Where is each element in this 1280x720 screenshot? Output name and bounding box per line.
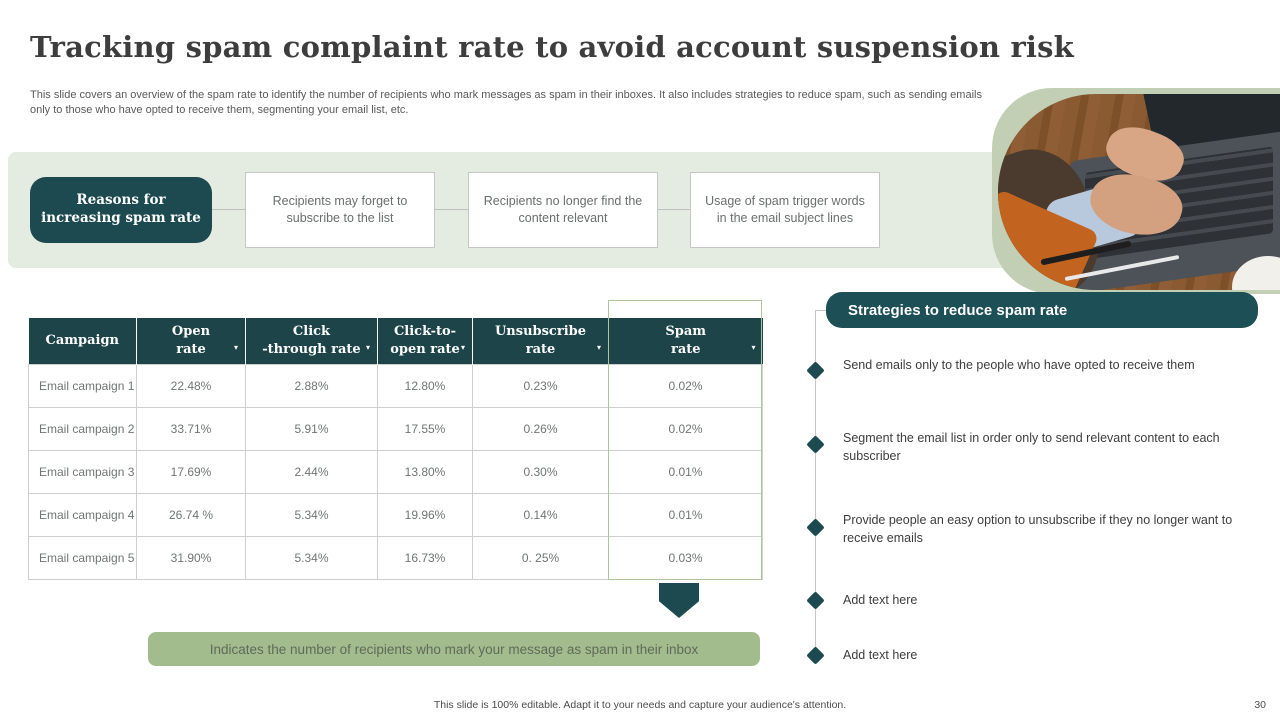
sort-dropdown-icon[interactable]: ▾ (751, 341, 756, 352)
col-header-label: Click -through rate (262, 324, 361, 357)
col-header-spam-rate: Spam rate ▾ (608, 318, 763, 364)
cell-click-to-open-rate: 19.96% (377, 492, 473, 537)
col-header-click-through-rate: Click -through rate ▾ (245, 318, 378, 364)
cell-click-through-rate: 5.91% (245, 406, 378, 451)
spam-rate-callout: Indicates the number of recipients who m… (148, 632, 760, 666)
diamond-bullet-icon (806, 646, 825, 665)
slide-subtitle: This slide covers an overview of the spa… (30, 89, 982, 116)
page-title: Tracking spam complaint rate to avoid ac… (30, 30, 1074, 64)
cell-open-rate: 26.74 % (136, 492, 246, 537)
cell-spam-rate: 0.03% (608, 535, 763, 580)
col-header-unsubscribe-rate: Unsubscribe rate ▾ (472, 318, 609, 364)
cell-campaign: Email campaign 4 (28, 492, 137, 537)
reason-box-2: Recipients no longer find the content re… (468, 172, 658, 248)
cell-click-to-open-rate: 12.80% (377, 363, 473, 408)
flow-connector (212, 209, 245, 210)
cell-campaign: Email campaign 2 (28, 406, 137, 451)
diamond-bullet-icon (806, 591, 825, 610)
table-row: Email campaign 2 33.71% 5.91% 17.55% 0.2… (28, 406, 763, 451)
cell-unsubscribe-rate: 0.23% (472, 363, 609, 408)
callout-arrow-icon (659, 583, 699, 618)
col-header-campaign: Campaign (28, 318, 137, 364)
table-row: Email campaign 1 22.48% 2.88% 12.80% 0.2… (28, 363, 763, 408)
cell-open-rate: 31.90% (136, 535, 246, 580)
cell-spam-rate: 0.01% (608, 492, 763, 537)
table-row: Email campaign 4 26.74 % 5.34% 19.96% 0.… (28, 492, 763, 537)
cell-unsubscribe-rate: 0.26% (472, 406, 609, 451)
strategies-header: Strategies to reduce spam rate (826, 292, 1258, 328)
strategy-item: Add text here (843, 648, 918, 662)
table-header-row: Campaign Open rate ▾ Click -through rate ▾… (28, 318, 763, 364)
cell-click-through-rate: 5.34% (245, 535, 378, 580)
diamond-bullet-icon (806, 518, 825, 537)
cell-click-to-open-rate: 17.55% (377, 406, 473, 451)
cell-click-to-open-rate: 13.80% (377, 449, 473, 494)
typing-on-laptop-photo (998, 94, 1280, 290)
cell-click-through-rate: 5.34% (245, 492, 378, 537)
table-row: Email campaign 3 17.69% 2.44% 13.80% 0.3… (28, 449, 763, 494)
cell-click-through-rate: 2.88% (245, 363, 378, 408)
cell-spam-rate: 0.02% (608, 363, 763, 408)
cell-open-rate: 17.69% (136, 449, 246, 494)
campaign-metrics-table: Campaign Open rate ▾ Click -through rate ▾… (28, 318, 763, 580)
footer-note: This slide is 100% editable. Adapt it to… (433, 699, 847, 711)
cell-open-rate: 33.71% (136, 406, 246, 451)
strategies-timeline (815, 310, 816, 655)
page-number: 30 (1254, 699, 1266, 711)
flow-connector (658, 209, 690, 210)
sort-dropdown-icon[interactable]: ▾ (233, 341, 238, 352)
strategy-item: Send emails only to the people who have … (843, 358, 1195, 372)
strategy-item: Provide people an easy option to unsubsc… (843, 513, 1233, 545)
col-header-label: Open rate (171, 324, 211, 357)
cell-click-to-open-rate: 16.73% (377, 535, 473, 580)
sort-dropdown-icon[interactable]: ▾ (596, 341, 601, 352)
cell-unsubscribe-rate: 0.30% (472, 449, 609, 494)
sort-dropdown-icon[interactable]: ▾ (460, 341, 465, 352)
cell-unsubscribe-rate: 0.14% (472, 492, 609, 537)
flow-connector (435, 209, 468, 210)
cell-spam-rate: 0.01% (608, 449, 763, 494)
strategy-item: Add text here (843, 593, 918, 607)
cell-click-through-rate: 2.44% (245, 449, 378, 494)
cell-unsubscribe-rate: 0. 25% (472, 535, 609, 580)
diamond-bullet-icon (806, 435, 825, 454)
col-header-click-to-open-rate: Click-to- open rate ▾ (377, 318, 473, 364)
strategies-connector (815, 310, 826, 311)
cell-campaign: Email campaign 5 (28, 535, 137, 580)
col-header-label: Spam rate (665, 324, 707, 357)
reasons-lead-box: Reasons for increasing spam rate (30, 177, 212, 243)
reason-box-1: Recipients may forget to subscribe to th… (245, 172, 435, 248)
col-header-label: Click-to- open rate (390, 324, 460, 357)
strategy-item: Segment the email list in order only to … (843, 431, 1220, 463)
diamond-bullet-icon (806, 361, 825, 380)
col-header-label: Unsubscribe rate (494, 324, 587, 357)
cell-campaign: Email campaign 1 (28, 363, 137, 408)
cell-open-rate: 22.48% (136, 363, 246, 408)
cell-spam-rate: 0.02% (608, 406, 763, 451)
reason-box-3: Usage of spam trigger words in the email… (690, 172, 880, 248)
cell-campaign: Email campaign 3 (28, 449, 137, 494)
col-header-open-rate: Open rate ▾ (136, 318, 246, 364)
sort-dropdown-icon[interactable]: ▾ (365, 341, 370, 352)
table-row: Email campaign 5 31.90% 5.34% 16.73% 0. … (28, 535, 763, 580)
